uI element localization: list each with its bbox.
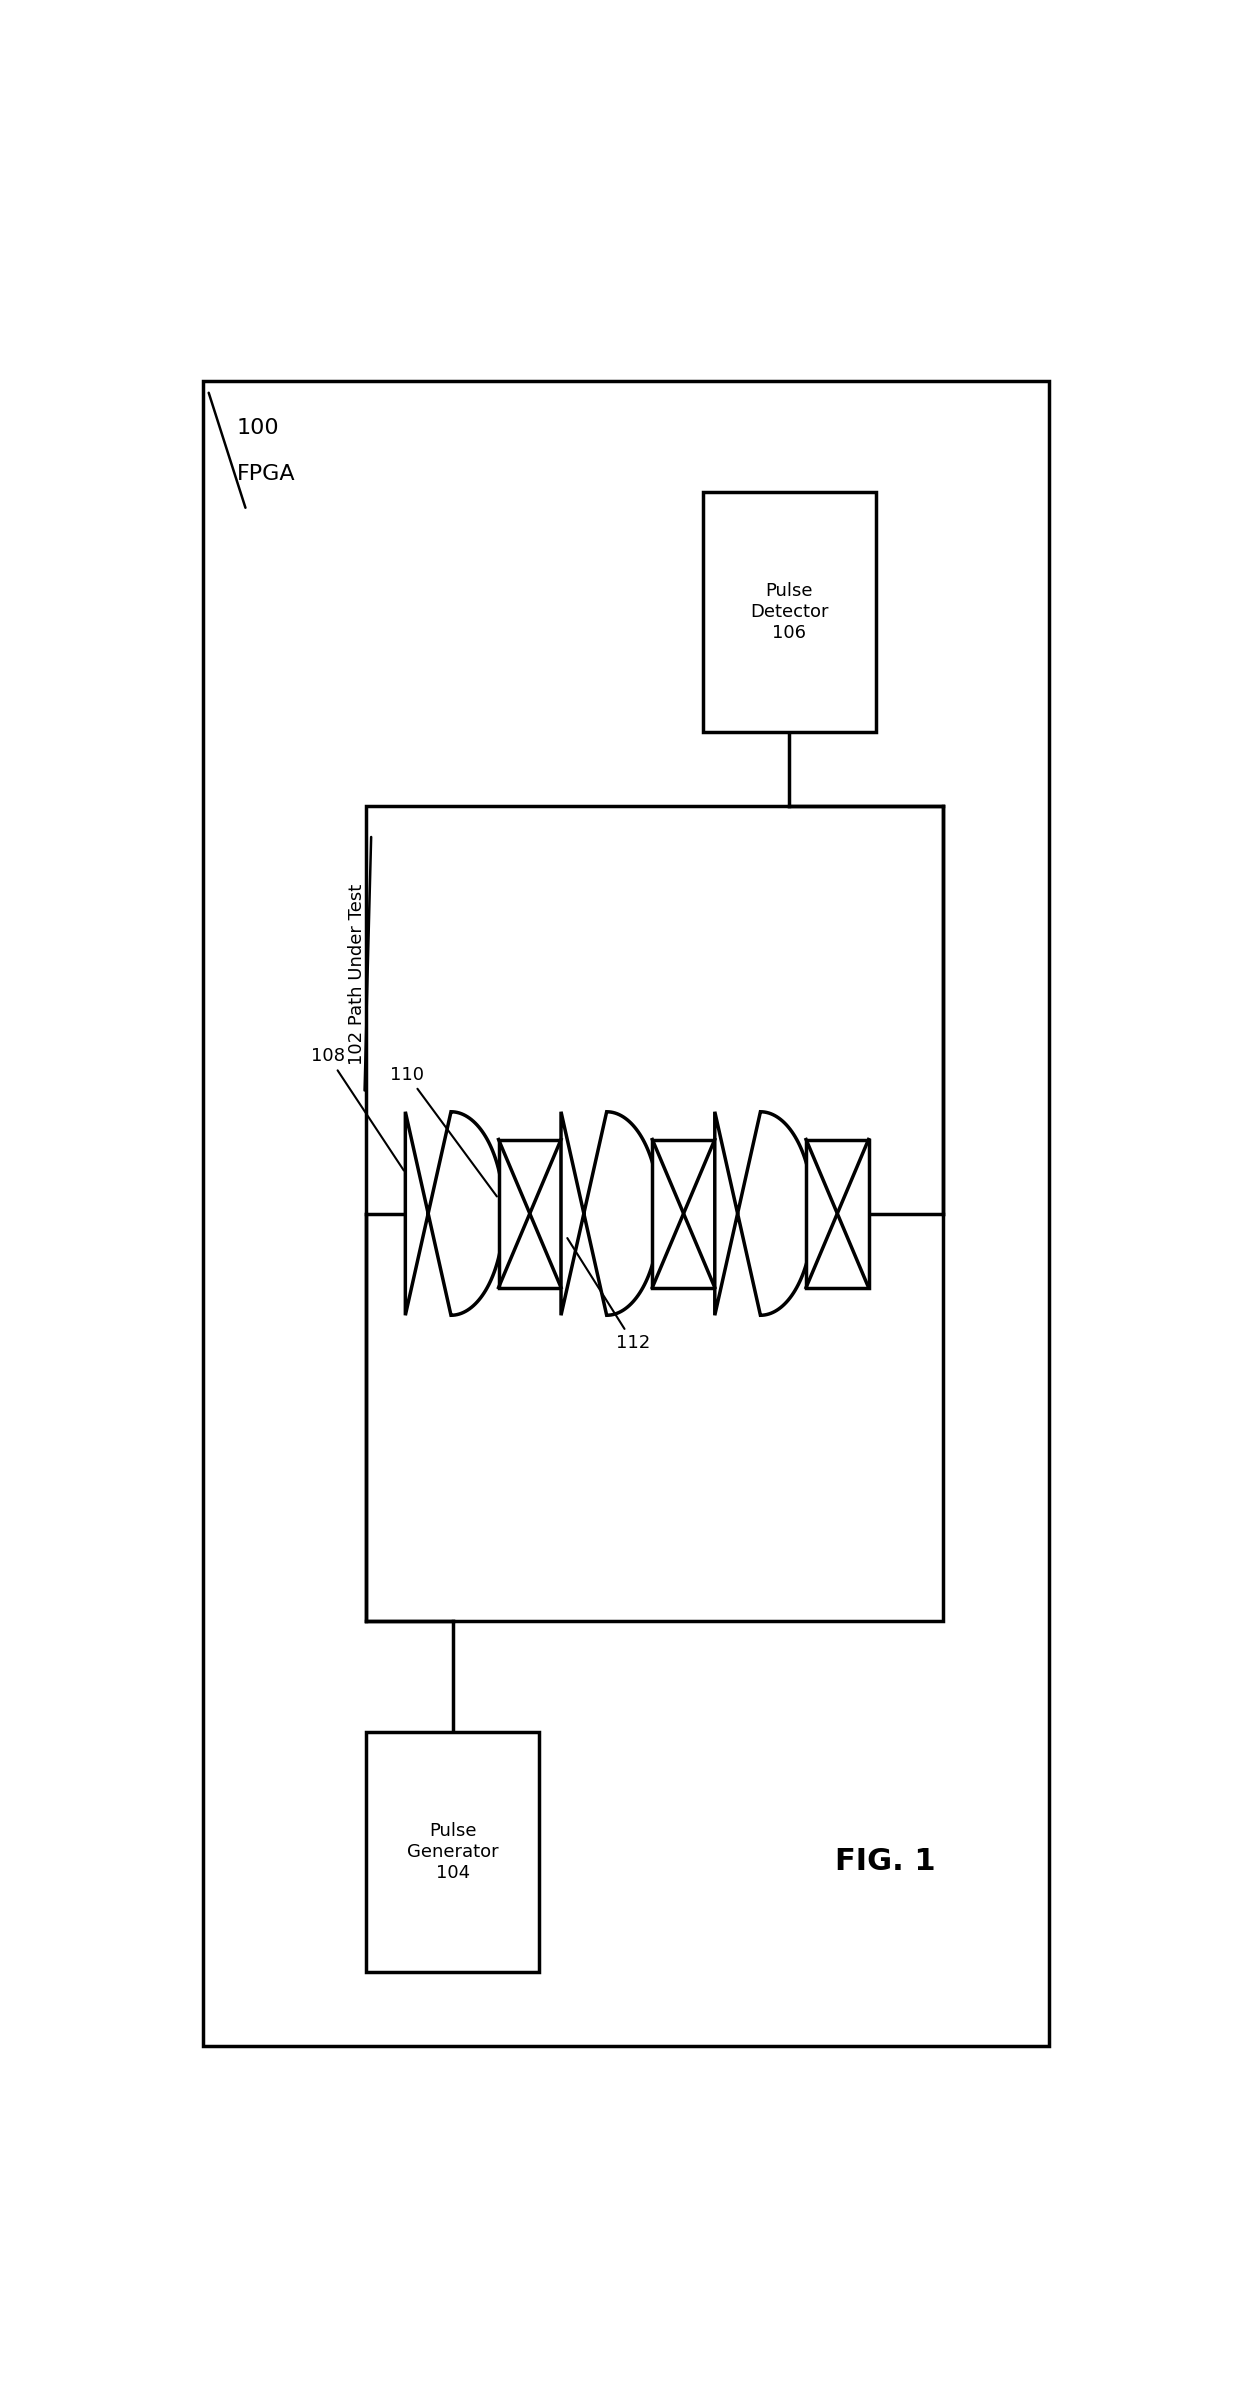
- Text: 100: 100: [237, 418, 279, 437]
- Text: 110: 110: [391, 1067, 497, 1197]
- Text: Pulse
Generator
104: Pulse Generator 104: [407, 1821, 498, 1882]
- Bar: [806, 1139, 868, 1288]
- Bar: [498, 1139, 560, 1288]
- Bar: [203, 380, 1049, 2045]
- Text: FPGA: FPGA: [237, 464, 295, 483]
- Polygon shape: [405, 1113, 503, 1314]
- Text: 102 Path Under Test: 102 Path Under Test: [347, 884, 366, 1065]
- Polygon shape: [714, 1113, 813, 1314]
- Bar: [367, 1733, 539, 1973]
- Bar: [367, 807, 942, 1620]
- Polygon shape: [560, 1113, 660, 1314]
- Bar: [652, 1139, 714, 1288]
- Text: 108: 108: [311, 1048, 404, 1170]
- Bar: [703, 493, 875, 733]
- Text: FIG. 1: FIG. 1: [835, 1846, 936, 1877]
- Text: Pulse
Detector
106: Pulse Detector 106: [750, 582, 828, 642]
- Text: 112: 112: [568, 1238, 651, 1353]
